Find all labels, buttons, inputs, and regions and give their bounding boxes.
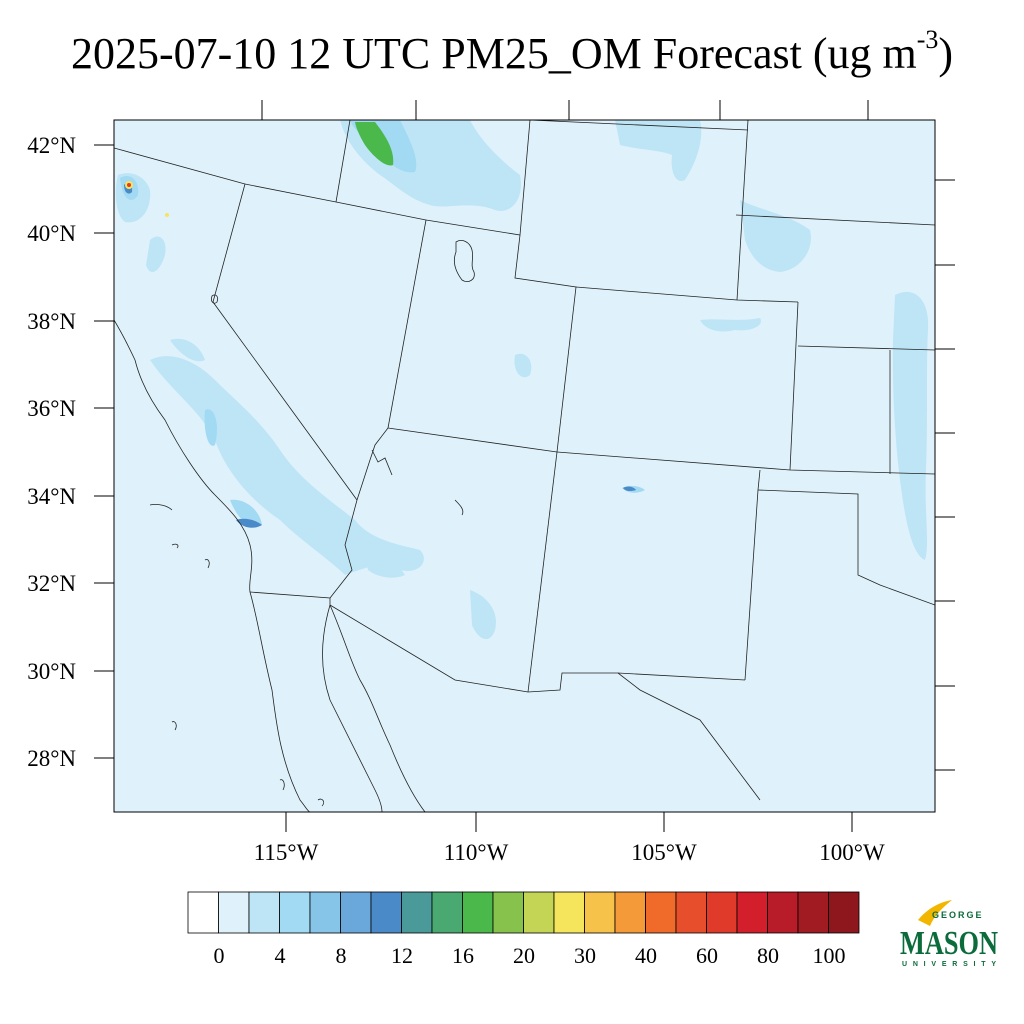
colorbar-swatch [309,891,341,934]
title-superscript: -3 [916,25,939,54]
lon-label: 110°W [444,840,509,865]
colorbar-swatch [767,891,799,934]
colorbar-swatch [584,891,616,934]
colorbar-swatch [797,891,829,934]
colorbar-swatch [523,891,555,934]
colorbar-swatch [462,891,494,934]
axis-ticks [94,100,955,832]
longitude-labels: 115°W 110°W 105°W 100°W [254,840,885,865]
lat-label: 38°N [27,309,76,334]
lat-label: 34°N [27,484,76,509]
coastline [114,240,475,812]
lon-label: 115°W [254,840,319,865]
boundaries [114,120,935,801]
lat-label: 32°N [27,571,76,596]
colorbar-label: 40 [635,943,657,968]
colorbar-swatch [492,891,524,934]
lat-label: 42°N [27,133,76,158]
colorbar-label: 20 [513,943,535,968]
pm25-shading-green [355,122,394,166]
colorbar-label: 60 [696,943,718,968]
colorbar [187,891,860,934]
title-text: 2025-07-10 12 UTC PM25_OM Forecast (ug m [70,29,917,78]
lat-label: 28°N [27,746,76,771]
colorbar-swatch [431,891,463,934]
logo-university: UNIVERSITY [902,961,998,968]
colorbar-swatch [218,891,250,934]
colorbar-swatch [614,891,646,934]
map-title: 2025-07-10 12 UTC PM25_OM Forecast (ug m… [0,26,1024,82]
colorbar-swatch [736,891,768,934]
logo-george: GEORGE [932,910,984,920]
lon-label: 105°W [631,840,697,865]
colorbar-swatch [706,891,738,934]
colorbar-swatch [340,891,372,934]
colorbar-label: 80 [757,943,779,968]
colorbar-label: 100 [813,943,846,968]
gmu-logo: GEORGE MASON UNIVERSITY [900,900,998,968]
logo-flame-icon [918,900,952,926]
colorbar-label: 16 [452,943,474,968]
colorbar-label: 4 [275,943,286,968]
map-frame [113,119,936,813]
colorbar-label: 8 [336,943,347,968]
title-close: ) [938,29,954,78]
map-content [114,120,935,812]
colorbar-label: 12 [391,943,413,968]
colorbar-label: 0 [214,943,225,968]
lat-label: 40°N [27,221,76,246]
colorbar-swatch [553,891,585,934]
lat-label: 30°N [27,659,76,684]
colorbar-label: 30 [574,943,596,968]
colorbar-swatch [370,891,402,934]
lon-label: 100°W [819,840,885,865]
colorbar-swatch [279,891,311,934]
colorbar-swatch [248,891,280,934]
colorbar-swatch [187,891,219,934]
latitude-labels: 42°N 40°N 38°N 36°N 34°N 32°N 30°N 28°N [27,133,76,771]
colorbar-swatch [645,891,677,934]
pm25-hotspot [125,181,169,217]
colorbar-swatch [401,891,433,934]
lat-label: 36°N [27,396,76,421]
logo-mason: MASON [900,925,998,962]
colorbar-swatch [675,891,707,934]
colorbar-labels: 0 4 8 12 16 20 30 40 60 80 100 [214,943,846,968]
colorbar-swatch [828,891,860,934]
